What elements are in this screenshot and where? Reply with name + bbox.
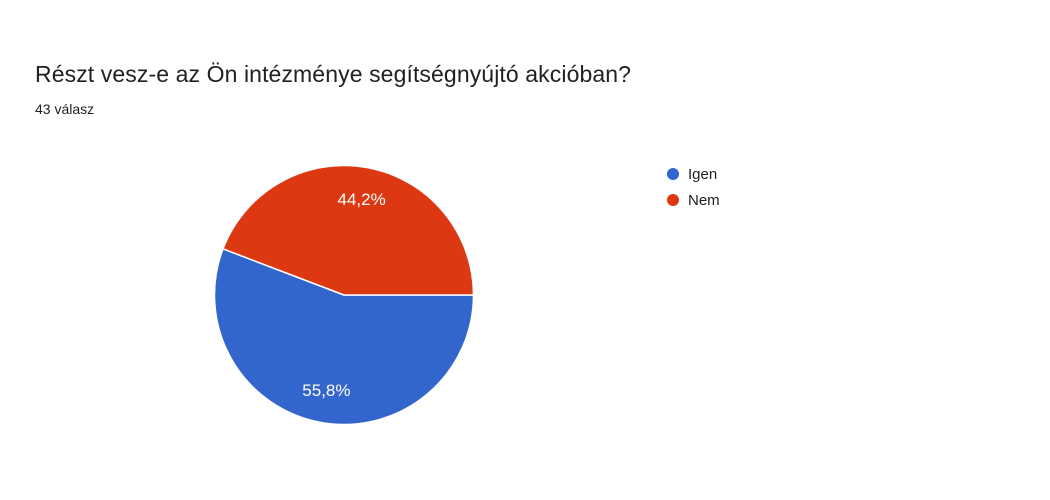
response-count: 43 válasz (35, 101, 95, 117)
pie-chart-container: 55,8% 44,2% (213, 164, 475, 426)
slice-percent-label-nem: 44,2% (337, 190, 385, 209)
legend-item-nem: Nem (667, 187, 720, 213)
slice-percent-label-igen: 55,8% (302, 381, 350, 400)
legend-label-igen: Igen (688, 165, 718, 183)
legend-swatch-nem-icon (667, 194, 679, 206)
pie-chart: 55,8% 44,2% (213, 164, 475, 426)
legend-swatch-igen-icon (667, 168, 679, 180)
pie-slice-nem[interactable] (222, 164, 475, 296)
legend-item-igen: Igen (667, 161, 720, 187)
legend-label-nem: Nem (688, 191, 720, 209)
chart-legend: Igen Nem (667, 161, 720, 213)
pie-slice-igen[interactable] (213, 248, 475, 426)
question-title: Részt vesz-e az Ön intézménye segítségny… (35, 61, 632, 87)
